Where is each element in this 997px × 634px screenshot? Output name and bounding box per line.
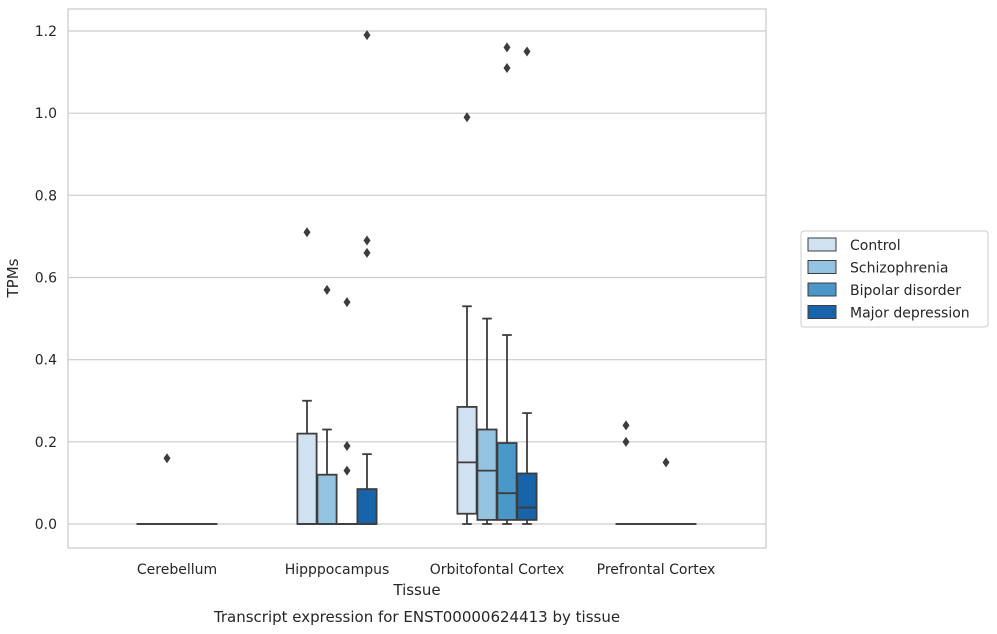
- x-tick-label: Orbitofontal Cortex: [430, 562, 565, 578]
- outlier-point: [343, 297, 351, 308]
- x-axis-label: Tissue: [392, 581, 440, 599]
- legend-swatch: [807, 237, 837, 252]
- outlier-point: [363, 247, 371, 258]
- outlier-point: [622, 420, 630, 431]
- outlier-point: [163, 453, 171, 464]
- y-tick-label: 0.6: [35, 271, 57, 287]
- legend-label: Bipolar disorder: [850, 283, 961, 299]
- y-tick-label: 0.2: [35, 435, 57, 451]
- box-0-2: [456, 112, 478, 525]
- box-3-1: [356, 30, 378, 525]
- x-axis-ticks: Cerebellum Hipppocampus Orbitofontal Corte…: [137, 562, 715, 578]
- x-tick-label: Hipppocampus: [285, 562, 390, 578]
- box-body: [296, 432, 318, 525]
- legend-label: Schizophrenia: [850, 261, 948, 277]
- outlier-point: [303, 227, 311, 238]
- y-tick-label: 1.0: [35, 106, 57, 122]
- outlier-point: [363, 30, 371, 41]
- box-1-1: [316, 284, 338, 525]
- outlier-point: [463, 112, 471, 123]
- y-tick-label: 1.2: [35, 24, 57, 40]
- y-tick-label: 0.4: [35, 353, 57, 369]
- outlier-point: [662, 457, 670, 468]
- box-body: [456, 406, 478, 515]
- y-axis-label: TPMs: [4, 258, 22, 298]
- box-body: [496, 442, 518, 521]
- outlier-point: [523, 46, 531, 57]
- outlier-point: [503, 42, 511, 53]
- box-body: [516, 472, 538, 521]
- legend-swatch: [807, 305, 837, 319]
- y-tick-label: 0.8: [35, 188, 57, 204]
- legend-frame: [800, 230, 989, 328]
- legend: Control Schizophrenia Bipolar disorder Majo…: [800, 230, 989, 328]
- outlier-point: [323, 284, 331, 295]
- outlier-point: [363, 235, 371, 246]
- outlier-point: [343, 440, 351, 451]
- box-2-1: [336, 297, 358, 525]
- outlier-point: [622, 436, 630, 447]
- boxes: [136, 30, 697, 525]
- legend-label: Major depression: [850, 306, 970, 322]
- box-body: [316, 473, 338, 525]
- y-axis-ticks: 0.0 0.2 0.4 0.6 0.8 1.0 1.2: [35, 24, 57, 533]
- legend-label: Control: [850, 238, 901, 254]
- box-1-0: [156, 453, 178, 525]
- box-body: [356, 488, 378, 525]
- grid-lines: [68, 30, 766, 525]
- outlier-point: [503, 62, 511, 73]
- x-tick-label: Prefrontal Cortex: [597, 562, 716, 578]
- legend-swatch: [807, 260, 837, 274]
- box-3-2: [516, 46, 538, 525]
- box-0-3: [615, 420, 637, 525]
- box-1-2: [476, 317, 498, 525]
- y-tick-label: 0.0: [35, 517, 57, 533]
- plot-area: [67, 8, 767, 549]
- chart-caption: Transcript expression for ENST0000062441…: [213, 608, 620, 626]
- x-tick-label: Cerebellum: [137, 562, 217, 578]
- outlier-point: [343, 465, 351, 476]
- legend-swatch: [807, 282, 837, 297]
- box-body: [476, 428, 498, 521]
